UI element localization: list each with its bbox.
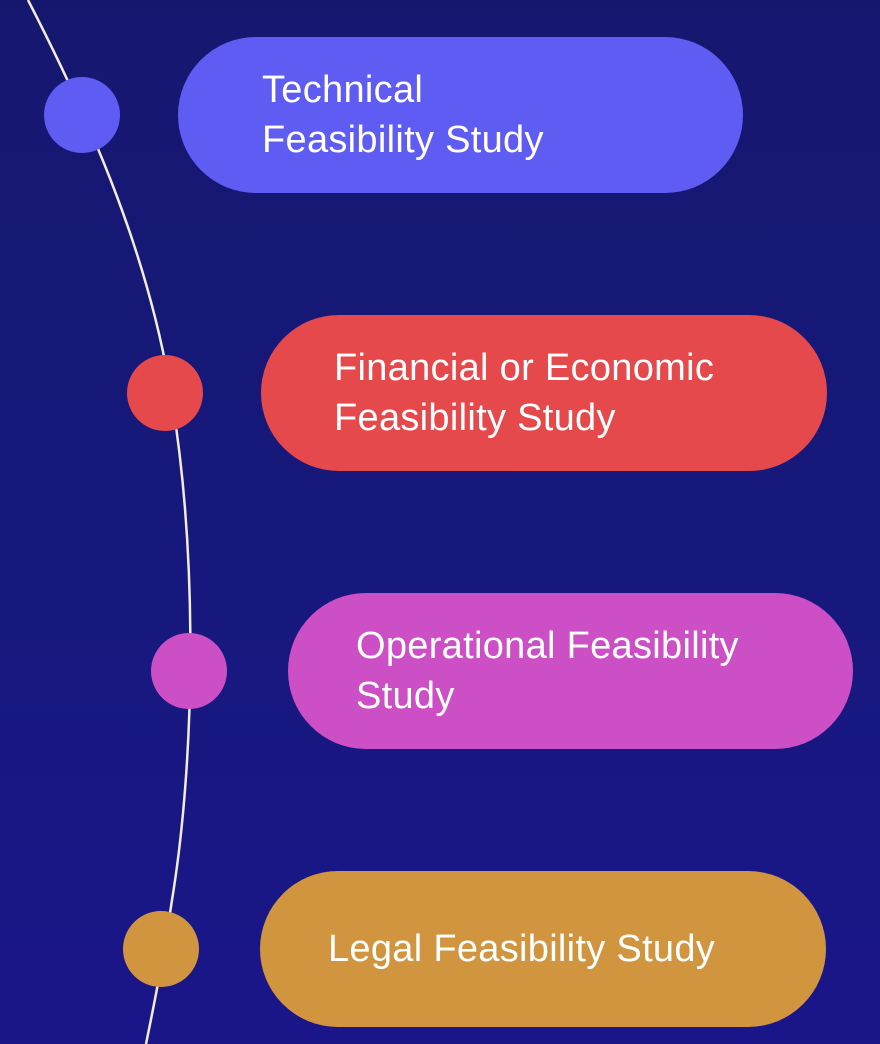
step-legal-label: Legal Feasibility Study — [328, 928, 716, 970]
step-financial-pill: Financial or Economic Feasibility Study — [261, 315, 827, 471]
step-technical-label: Technical Feasibility Study — [262, 69, 544, 161]
timeline-node-legal — [123, 911, 199, 987]
timeline-node-operational — [151, 633, 227, 709]
step-operational-pill: Operational Feasibility Study — [288, 593, 853, 749]
timeline-node-technical — [44, 77, 120, 153]
step-legal-pill: Legal Feasibility Study — [260, 871, 826, 1027]
step-financial-label: Financial or Economic Feasibility Study — [334, 347, 715, 439]
timeline-node-financial — [127, 355, 203, 431]
step-operational-label: Operational Feasibility Study — [356, 625, 739, 717]
step-technical-pill: Technical Feasibility Study — [178, 37, 743, 193]
timeline-line — [26, 0, 192, 1044]
